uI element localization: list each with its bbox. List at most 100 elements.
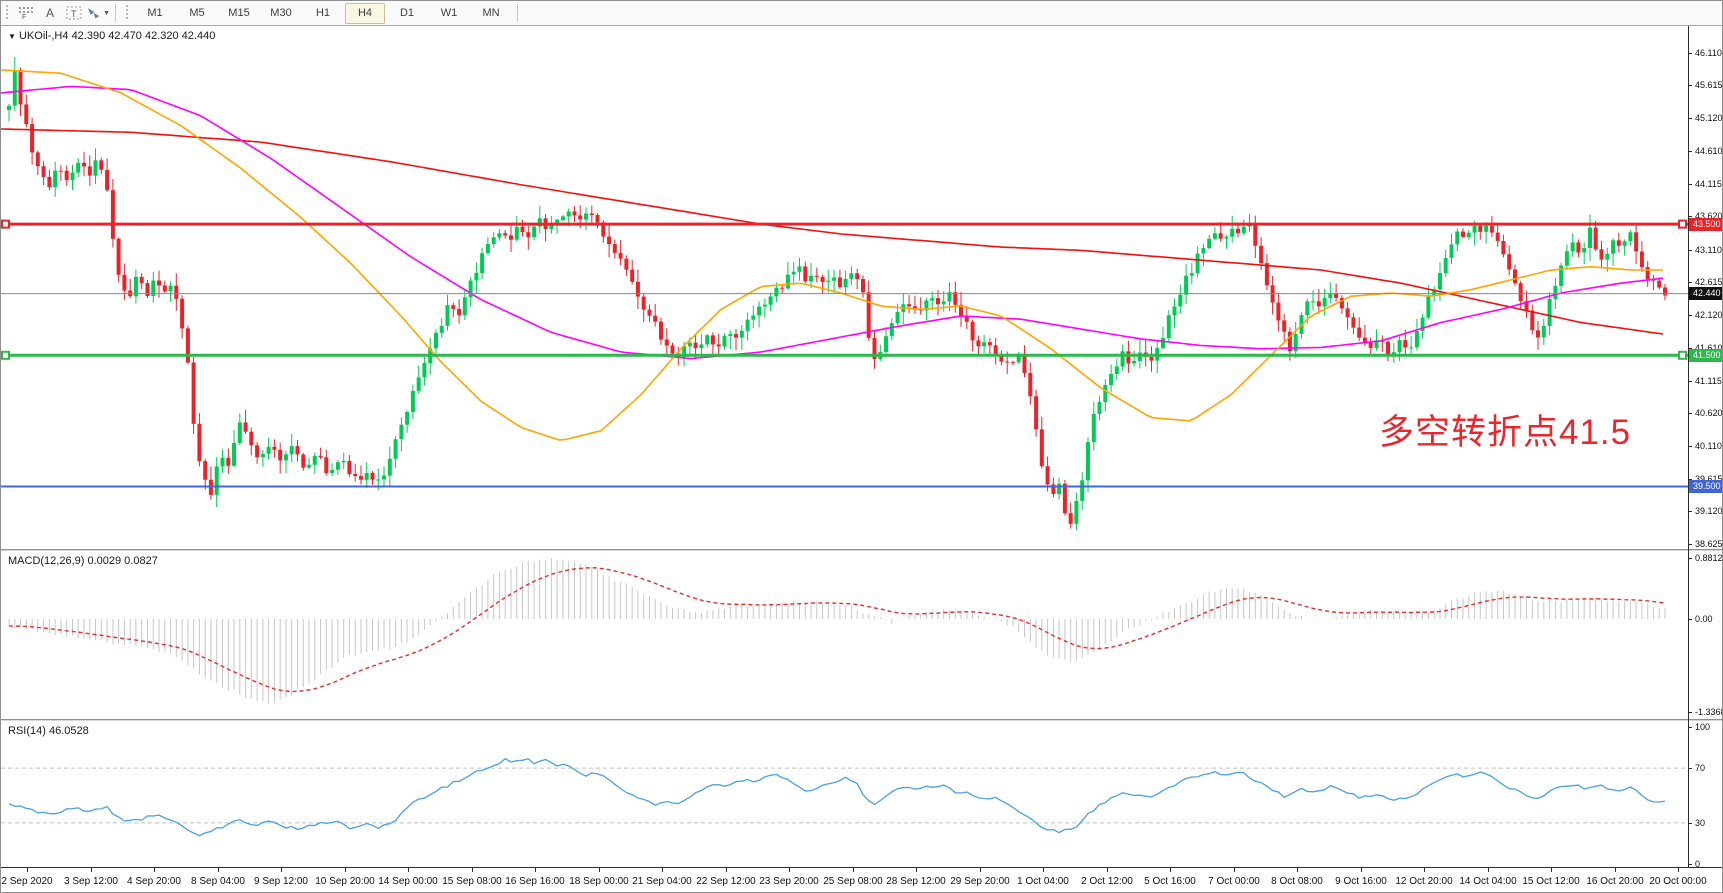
time-tick: [91, 868, 92, 872]
price-tick: [1688, 544, 1692, 545]
time-tick: [1107, 868, 1108, 872]
timeframe-button-w1[interactable]: W1: [440, 6, 458, 19]
price-tick-label: 44.115: [1695, 179, 1722, 189]
level-badge-41.500: 41.500: [1689, 349, 1722, 362]
rsi-panel[interactable]: RSI(14) 46.0528 100 70 30 0: [1, 721, 1722, 869]
price-tick: [1688, 282, 1692, 283]
rsi-tick-label: 100: [1695, 722, 1711, 732]
price-tick-label: 40.110: [1695, 441, 1722, 451]
price-tick-label: 42.615: [1695, 277, 1723, 287]
time-tick: [1488, 868, 1489, 872]
timeframe-bar: M1 M5 M15 M30 H1 H4 D1 W1 MN: [134, 2, 512, 24]
time-tick-label: 14 Oct 04:00: [1459, 876, 1517, 887]
timeframe-button-m15[interactable]: M15: [228, 6, 250, 19]
time-tick: [1678, 868, 1679, 872]
time-tick-label: 18 Sep 00:00: [569, 876, 629, 887]
rsi-plot[interactable]: [1, 721, 1688, 867]
time-tick-label: 8 Sep 04:00: [191, 876, 245, 887]
time-tick: [789, 868, 790, 872]
time-tick: [1615, 868, 1616, 872]
timeframe-button-m1[interactable]: M1: [147, 6, 163, 19]
current-price-badge: 42.440: [1689, 287, 1722, 300]
time-tick-label: 1 Oct 04:00: [1017, 876, 1069, 887]
macd-tick: [1688, 558, 1692, 559]
ma-fast-orange[interactable]: [1, 69, 1663, 441]
time-tick: [281, 868, 282, 872]
panel-separator-rsi[interactable]: [1, 719, 1722, 721]
price-tick: [1688, 381, 1692, 382]
time-tick-label: 3 Sep 12:00: [64, 876, 118, 887]
timeframe-grip[interactable]: [125, 5, 130, 21]
time-tick-label: 10 Sep 20:00: [315, 876, 375, 887]
rsi-tick: [1688, 823, 1692, 824]
symbol-title: ▼ UKOil-,H4 42.390 42.470 42.320 42.440: [8, 30, 215, 42]
candles: [7, 56, 1667, 531]
toolbar-grip[interactable]: [5, 5, 10, 21]
rsi-tick: [1688, 727, 1692, 728]
ma-mid-magenta[interactable]: [1, 85, 1664, 360]
time-tick-label: 22 Sep 12:00: [696, 876, 756, 887]
main-chart-panel[interactable]: ▼ UKOil-,H4 42.390 42.470 42.320 42.440 …: [1, 26, 1723, 549]
time-tick: [154, 868, 155, 872]
effects-grid-icon[interactable]: F: [14, 3, 38, 23]
timeframe-button-m5[interactable]: M5: [189, 6, 205, 19]
timeframe-button-m30[interactable]: M30: [270, 6, 292, 19]
time-tick-label: 2 Sep 2020: [1, 876, 53, 887]
rsi-label: RSI(14) 46.0528: [8, 725, 89, 737]
time-tick-label: 2 Oct 12:00: [1081, 876, 1133, 887]
time-tick: [853, 868, 854, 872]
time-tick: [345, 868, 346, 872]
time-tick: [1043, 868, 1044, 872]
time-tick-label: 23 Sep 20:00: [759, 876, 819, 887]
time-tick: [1170, 868, 1171, 872]
timeframe-button-h1[interactable]: H1: [315, 6, 331, 19]
price-tick-label: 39.120: [1695, 506, 1723, 516]
text-label-icon[interactable]: A: [38, 3, 62, 23]
time-axis[interactable]: 2 Sep 2020 3 Sep 12:00 4 Sep 20:00 8 Sep 04…: [1, 868, 1722, 892]
toolbar-separator: [115, 4, 116, 22]
macd-plot[interactable]: [1, 551, 1688, 719]
price-tick-label: 45.120: [1695, 113, 1723, 123]
annotation-text: 多空转折点41.5: [1379, 413, 1632, 452]
text-box-icon[interactable]: T: [62, 3, 86, 23]
macd-panel[interactable]: MACD(12,26,9) 0.0029 0.0827 0.8812 0.00 -1…: [1, 551, 1723, 719]
text-label-glyph: A: [45, 6, 54, 20]
macd-signal-line: [8, 566, 1666, 693]
price-tick: [1688, 348, 1692, 349]
time-tick-label: 16 Oct 20:00: [1586, 876, 1644, 887]
price-tick: [1688, 479, 1692, 480]
objects-arrange-icon[interactable]: ▼: [86, 3, 110, 23]
svg-text:T: T: [71, 9, 77, 19]
timeframe-button-h4[interactable]: H4: [345, 2, 385, 24]
time-tick: [980, 868, 981, 872]
panel-separator-macd[interactable]: [1, 549, 1722, 551]
time-tick-label: 15 Sep 08:00: [442, 876, 502, 887]
time-tick: [408, 868, 409, 872]
macd-label: MACD(12,26,9) 0.0029 0.0827: [8, 555, 158, 567]
symbol-ohlc: 42.390 42.470 42.320 42.440: [71, 30, 216, 42]
time-tick: [1424, 868, 1425, 872]
price-tick: [1688, 216, 1692, 217]
price-tick-label: 41.115: [1695, 376, 1722, 386]
ma-slow-red[interactable]: [1, 128, 1664, 335]
time-tick-label: 16 Sep 16:00: [505, 876, 565, 887]
time-tick-label: 14 Sep 00:00: [378, 876, 438, 887]
level-badge-43.500: 43.500: [1689, 218, 1722, 231]
symbol-dropdown-icon[interactable]: ▼: [8, 32, 16, 41]
price-tick-label: 38.625: [1695, 539, 1723, 549]
arrange-dropdown-caret[interactable]: ▼: [103, 9, 110, 17]
time-tick-label: 20 Oct 00:00: [1649, 876, 1707, 887]
price-axis-line: [1688, 26, 1689, 867]
timeframe-button-d1[interactable]: D1: [399, 6, 415, 19]
price-tick-label: 42.120: [1695, 310, 1723, 320]
macd-tick-label: 0.8812: [1695, 553, 1723, 563]
candlestick-plot[interactable]: [1, 26, 1688, 549]
timeframe-button-mn[interactable]: MN: [482, 6, 500, 19]
price-tick: [1688, 315, 1692, 316]
rsi-tick-label: 30: [1695, 818, 1706, 828]
time-tick: [535, 868, 536, 872]
price-tick: [1688, 446, 1692, 447]
price-tick: [1688, 53, 1692, 54]
price-tick: [1688, 413, 1692, 414]
